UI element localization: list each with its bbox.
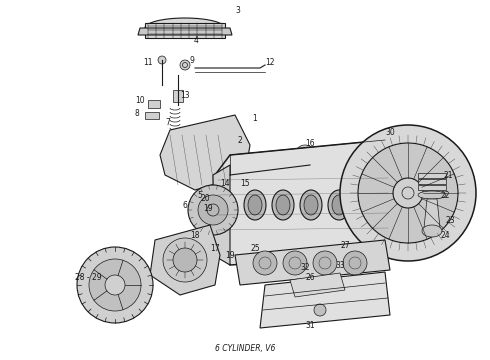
Text: 3: 3: [236, 5, 241, 14]
Ellipse shape: [272, 190, 294, 220]
Text: 14: 14: [220, 179, 230, 188]
Ellipse shape: [288, 163, 300, 171]
Bar: [173, 90, 183, 102]
Bar: [418, 185, 446, 190]
Circle shape: [163, 238, 207, 282]
Ellipse shape: [276, 195, 290, 215]
Circle shape: [283, 251, 307, 275]
Text: 4: 4: [194, 36, 198, 45]
Ellipse shape: [418, 191, 446, 199]
Bar: [145, 23, 225, 38]
Text: 13: 13: [180, 90, 190, 99]
Ellipse shape: [244, 190, 266, 220]
Ellipse shape: [422, 225, 442, 237]
Text: 23: 23: [445, 216, 455, 225]
Bar: [418, 173, 446, 178]
Text: 18: 18: [190, 230, 200, 239]
Text: 15: 15: [240, 179, 250, 188]
Polygon shape: [290, 273, 345, 297]
Polygon shape: [150, 225, 220, 295]
Text: 24: 24: [440, 230, 450, 239]
Text: 12: 12: [265, 58, 275, 67]
Polygon shape: [138, 28, 232, 35]
Text: 8: 8: [135, 108, 139, 117]
Ellipse shape: [300, 190, 322, 220]
Text: 27: 27: [340, 240, 350, 249]
Polygon shape: [424, 199, 440, 228]
Text: 26: 26: [305, 274, 315, 283]
Polygon shape: [260, 272, 390, 328]
Circle shape: [393, 178, 423, 208]
Circle shape: [253, 251, 277, 275]
Text: 16: 16: [305, 139, 315, 148]
Ellipse shape: [248, 195, 262, 215]
Text: 1: 1: [253, 113, 257, 122]
Text: 2: 2: [238, 135, 243, 144]
Circle shape: [358, 143, 458, 243]
Circle shape: [173, 248, 197, 272]
Text: 31: 31: [305, 320, 315, 329]
Circle shape: [105, 275, 125, 295]
Circle shape: [158, 56, 166, 64]
Polygon shape: [160, 115, 250, 190]
Text: 17: 17: [210, 243, 220, 252]
Ellipse shape: [252, 167, 264, 175]
Text: 32: 32: [300, 264, 310, 273]
Text: 28 - 29: 28 - 29: [74, 274, 101, 283]
Bar: [145, 112, 159, 119]
Text: 30: 30: [385, 127, 395, 136]
Ellipse shape: [234, 169, 246, 177]
Ellipse shape: [328, 190, 350, 220]
Circle shape: [313, 251, 337, 275]
Circle shape: [180, 60, 190, 70]
Text: 19: 19: [203, 203, 213, 212]
Text: 11: 11: [143, 58, 153, 67]
Polygon shape: [215, 140, 400, 265]
Text: 20: 20: [200, 194, 210, 202]
Circle shape: [314, 304, 326, 316]
Text: 21: 21: [443, 171, 453, 180]
Ellipse shape: [304, 195, 318, 215]
Bar: [418, 179, 446, 184]
Circle shape: [340, 125, 476, 261]
Circle shape: [343, 251, 367, 275]
Text: 7: 7: [166, 117, 171, 126]
Ellipse shape: [332, 195, 346, 215]
Text: 33: 33: [335, 261, 345, 270]
Text: 6: 6: [183, 201, 188, 210]
Bar: [148, 100, 160, 108]
Text: 22: 22: [440, 190, 450, 199]
Polygon shape: [235, 240, 390, 285]
Circle shape: [198, 195, 228, 225]
Polygon shape: [213, 165, 230, 265]
Text: 5: 5: [197, 190, 202, 199]
Text: 6 CYLINDER, V6: 6 CYLINDER, V6: [215, 345, 275, 354]
Text: 19: 19: [225, 251, 235, 260]
Ellipse shape: [270, 165, 282, 173]
Text: 10: 10: [135, 95, 145, 104]
Text: 9: 9: [190, 55, 195, 64]
Text: 25: 25: [250, 243, 260, 252]
Circle shape: [295, 145, 315, 165]
Circle shape: [77, 247, 153, 323]
Ellipse shape: [145, 18, 225, 38]
Circle shape: [89, 259, 141, 311]
Circle shape: [188, 185, 238, 235]
